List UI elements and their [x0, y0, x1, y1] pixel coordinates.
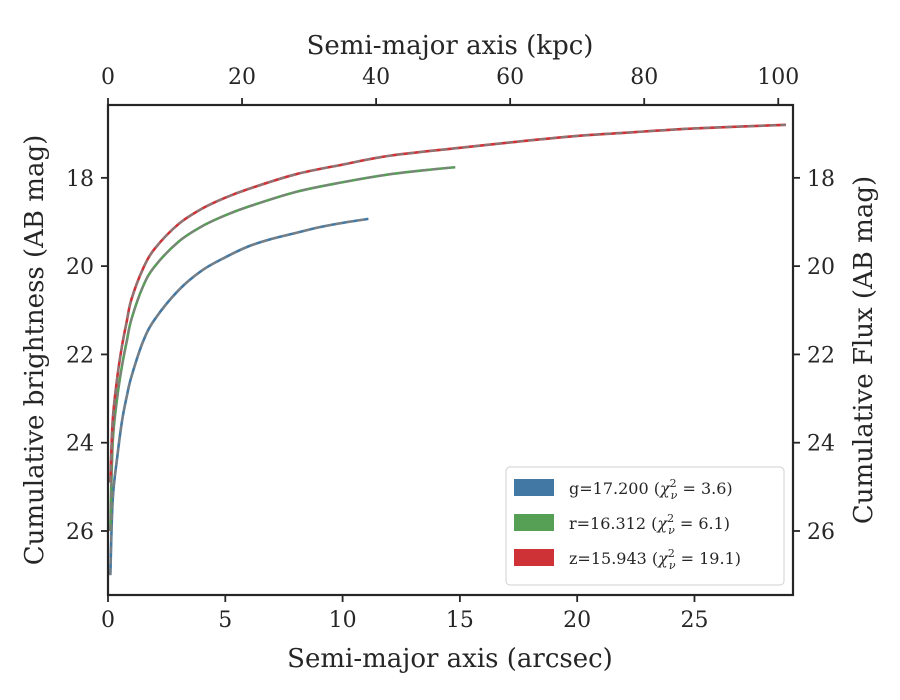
- right-y-axis-title: Cumulative Flux (AB mag): [849, 176, 879, 524]
- y-tick-label: 18: [66, 167, 94, 192]
- y-tick-label: 22: [66, 343, 94, 368]
- top-x-tick-label: 80: [630, 65, 658, 90]
- x-tick-label: 15: [446, 608, 474, 633]
- y-axis-title: Cumulative brightness (AB mag): [20, 135, 50, 566]
- legend-box: [505, 466, 785, 586]
- x-tick-label: 0: [101, 608, 115, 633]
- series-model-line: [109, 166, 456, 532]
- legend-chi2-value: 19.1: [699, 549, 735, 568]
- top-x-tick-label: 20: [228, 65, 256, 90]
- y-tick-label: 24: [66, 432, 94, 457]
- right-y-tick-label: 22: [807, 343, 835, 368]
- top-x-tick-label: 60: [496, 65, 524, 90]
- legend-swatch: [514, 549, 554, 566]
- top-x-tick-label: 40: [362, 65, 390, 90]
- series-line: [109, 165, 456, 532]
- series-line: [109, 123, 787, 483]
- right-y-tick-label: 18: [807, 167, 835, 192]
- right-y-tick-label: 24: [807, 432, 835, 457]
- legend-entry-label: z=15.943 (χ2 ν = 19.1): [569, 547, 741, 572]
- y-tick-label: 26: [66, 520, 94, 545]
- series-model-line: [109, 217, 369, 576]
- plot-lines-group: [109, 123, 787, 576]
- top-x-axis-title: Semi-major axis (kpc): [307, 31, 594, 61]
- legend-swatch: [514, 479, 554, 496]
- legend-series-name: r=16.312: [569, 514, 646, 533]
- series-model-line: [109, 123, 787, 483]
- plot-frame: [106, 103, 795, 597]
- x-tick-label: 5: [218, 608, 232, 633]
- x-tick-label: 25: [680, 608, 708, 633]
- ticks-group: 0 5 10 15 20 25 0 20 40 60 80 100 18 18 20 20 22 22 24 24 26…: [66, 65, 835, 633]
- legend-entry-label: r=16.312 (χ2 ν = 6.1): [569, 512, 730, 537]
- top-x-tick-label: 0: [101, 65, 115, 90]
- legend-entry-label: g=17.200 (χ2 ν = 3.6): [569, 477, 733, 502]
- top-x-tick-label: 100: [757, 65, 799, 90]
- x-axis-title: Semi-major axis (arcsec): [287, 644, 613, 674]
- x-tick-label: 20: [563, 608, 591, 633]
- legend-series-name: g=17.200: [569, 479, 649, 498]
- legend-chi2-value: 3.6: [701, 479, 726, 498]
- legend-series-name: z=15.943: [569, 549, 647, 568]
- legend: g=17.200 (χ2 ν = 3.6) r=16.312 (χ2 ν = 6.1)…: [505, 466, 785, 586]
- legend-swatch: [514, 514, 554, 531]
- x-tick-label: 10: [329, 608, 357, 633]
- legend-chi2-value: 6.1: [698, 514, 723, 533]
- y-tick-label: 20: [66, 255, 94, 280]
- right-y-tick-label: 20: [807, 255, 835, 280]
- right-y-tick-label: 26: [807, 520, 835, 545]
